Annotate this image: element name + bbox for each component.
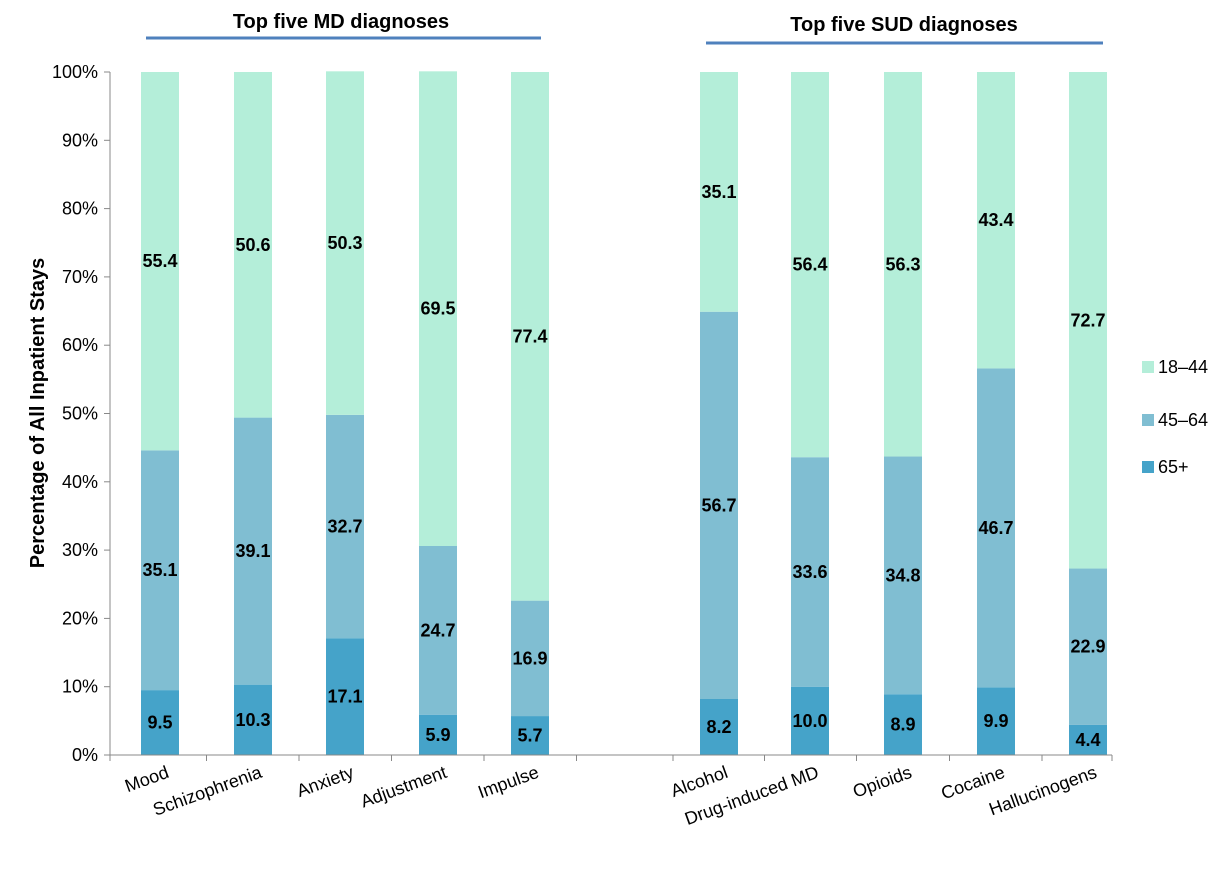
bar-segment bbox=[884, 456, 922, 695]
data-label: 39.1 bbox=[235, 541, 270, 561]
legend-swatch bbox=[1142, 461, 1154, 473]
bar-segment bbox=[419, 71, 457, 547]
bar-segment bbox=[791, 72, 829, 458]
bar-segment bbox=[977, 687, 1015, 755]
y-tick-label: 10% bbox=[62, 677, 98, 697]
data-label: 50.6 bbox=[235, 235, 270, 255]
legend: 18–44 45–64 65+ bbox=[1142, 357, 1208, 477]
y-tick-label: 30% bbox=[62, 540, 98, 560]
data-label: 50.3 bbox=[327, 233, 362, 253]
y-axis: 0% 10% 20% 30% 40% 50% 60% 70% 80% 90% 100% bbox=[52, 62, 111, 765]
bar-segment bbox=[419, 714, 457, 755]
legend-label: 45–64 bbox=[1158, 410, 1208, 430]
group-title-sud: Top five SUD diagnoses bbox=[790, 14, 1017, 36]
data-label: 9.9 bbox=[983, 711, 1008, 731]
bar-segment bbox=[1069, 724, 1107, 755]
bar-segment bbox=[326, 414, 364, 639]
bar-segment bbox=[884, 72, 922, 457]
data-label: 8.9 bbox=[890, 715, 915, 735]
x-tick-label: Anxiety bbox=[294, 762, 356, 801]
bar-segment bbox=[419, 546, 457, 715]
bar-segment bbox=[234, 72, 272, 418]
data-label: 32.7 bbox=[327, 517, 362, 537]
y-axis-title: Percentage of All Inpatient Stays bbox=[27, 258, 49, 568]
legend-swatch bbox=[1142, 414, 1154, 426]
bar-segment bbox=[141, 450, 179, 691]
x-tick-label: Mood bbox=[122, 762, 171, 796]
data-label: 35.1 bbox=[142, 560, 177, 580]
data-label: 5.9 bbox=[425, 725, 450, 745]
bar-segment bbox=[234, 684, 272, 755]
x-tick-label: Impulse bbox=[475, 762, 541, 802]
bar-segment bbox=[1069, 568, 1107, 725]
legend-swatch bbox=[1142, 361, 1154, 373]
y-tick-label: 40% bbox=[62, 472, 98, 492]
data-label: 56.4 bbox=[792, 255, 827, 275]
data-label: 10.0 bbox=[792, 711, 827, 731]
bar-segment bbox=[977, 368, 1015, 688]
y-tick-label: 100% bbox=[52, 62, 98, 82]
data-label: 22.9 bbox=[1070, 637, 1105, 657]
data-label: 43.4 bbox=[978, 210, 1013, 230]
bar-segment bbox=[511, 716, 549, 755]
bar-segment bbox=[141, 72, 179, 451]
data-label: 4.4 bbox=[1075, 730, 1100, 750]
data-label: 35.1 bbox=[701, 182, 736, 202]
data-label: 24.7 bbox=[420, 620, 455, 640]
data-label: 16.9 bbox=[512, 648, 547, 668]
bar-segment bbox=[141, 690, 179, 755]
data-label: 5.7 bbox=[517, 726, 542, 746]
bar-segment bbox=[700, 698, 738, 755]
group-title-md: Top five MD diagnoses bbox=[233, 11, 449, 33]
data-label: 33.6 bbox=[792, 562, 827, 582]
data-label: 56.7 bbox=[701, 495, 736, 515]
bar-segment bbox=[700, 311, 738, 699]
data-label: 17.1 bbox=[327, 687, 362, 707]
data-label: 72.7 bbox=[1070, 310, 1105, 330]
bar-segment bbox=[511, 600, 549, 717]
y-tick-label: 70% bbox=[62, 267, 98, 287]
data-label: 10.3 bbox=[235, 710, 270, 730]
bar-segment bbox=[511, 72, 549, 601]
data-label: 34.8 bbox=[885, 565, 920, 585]
data-label: 55.4 bbox=[142, 251, 177, 271]
group-titles: Top five MD diagnoses Top five SUD diagn… bbox=[146, 11, 1103, 45]
bar-segment bbox=[1069, 72, 1107, 569]
bars: 9.5 35.1 55.4 10.3 39.1 50.6 17.1 32.7 50.3 5.9 24… bbox=[141, 71, 1107, 755]
data-label: 77.4 bbox=[512, 326, 547, 346]
legend-label: 65+ bbox=[1158, 457, 1189, 477]
y-tick-label: 0% bbox=[72, 745, 98, 765]
data-label: 8.2 bbox=[706, 717, 731, 737]
x-tick-label: Adjustment bbox=[358, 762, 449, 812]
y-tick-label: 80% bbox=[62, 199, 98, 219]
bar-segment bbox=[326, 71, 364, 415]
bar-segment bbox=[700, 72, 738, 312]
data-label: 9.5 bbox=[147, 713, 172, 733]
bar-segment bbox=[884, 694, 922, 755]
bar-segment bbox=[326, 638, 364, 755]
data-label: 46.7 bbox=[978, 518, 1013, 538]
x-tick-label: Opioids bbox=[850, 762, 914, 802]
bar-segment bbox=[234, 417, 272, 685]
y-tick-label: 90% bbox=[62, 130, 98, 150]
data-label: 56.3 bbox=[885, 254, 920, 274]
bar-segment bbox=[791, 457, 829, 687]
y-tick-label: 60% bbox=[62, 335, 98, 355]
legend-label: 18–44 bbox=[1158, 357, 1208, 377]
bar-segment bbox=[791, 686, 829, 755]
bar-segment bbox=[977, 72, 1015, 369]
y-tick-label: 50% bbox=[62, 404, 98, 424]
data-label: 69.5 bbox=[420, 299, 455, 319]
y-tick-label: 20% bbox=[62, 608, 98, 628]
